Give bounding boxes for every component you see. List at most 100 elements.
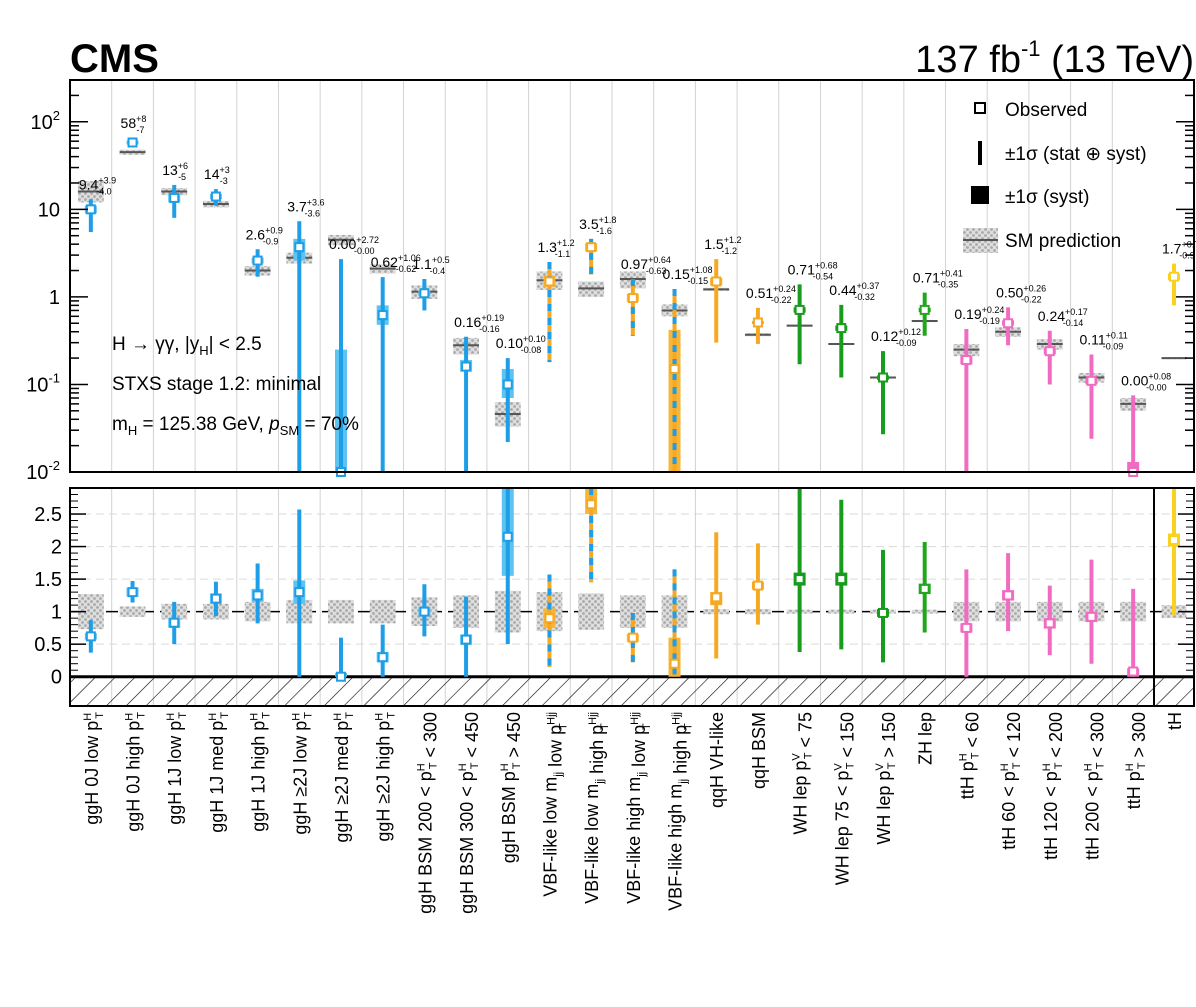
ratio-observed-marker xyxy=(919,583,930,594)
ratio-y-tick-label: 0 xyxy=(51,667,62,689)
annotation-selection: H → γγ, |yH| < 2.5 xyxy=(112,334,262,358)
observed-marker xyxy=(377,310,388,321)
category-label: ggH BSM 200 < pHT < 300 xyxy=(415,712,440,914)
observed-marker xyxy=(794,304,805,315)
observed-marker xyxy=(669,364,680,375)
category-label: ggH BSM 300 < pHT < 450 xyxy=(457,712,482,914)
legend-total-marker xyxy=(978,141,982,165)
bin-4: 2.6+0.9 -0.9 xyxy=(244,225,283,277)
value-label: 0.00+0.08 -0.00 xyxy=(1121,371,1171,392)
ratio-panel: 0 0.5 1 1.5 2 2.5 xyxy=(34,487,1195,707)
ratio-observed-marker xyxy=(1169,535,1179,546)
top-panel-frame xyxy=(69,79,1195,473)
bin-9: 0.16+0.19 -0.16 xyxy=(453,313,504,472)
category-label: qqH BSM xyxy=(749,712,769,789)
ratio-bin-9 xyxy=(453,595,480,677)
y-tick-label: 10 xyxy=(38,199,60,221)
ratio-bin-7 xyxy=(369,599,396,677)
ratio-observed-marker xyxy=(752,580,763,591)
value-label: 0.15+1.08 -0.15 xyxy=(663,265,713,286)
ratio-observed-marker xyxy=(1086,611,1097,622)
bin-5: 3.7+3.6 -3.6 xyxy=(286,197,325,472)
category-labels: ggH 0J low pHT ggH 0J high pHT ggH 1J low … xyxy=(82,712,1185,914)
legend-syst-label: ±1σ (syst) xyxy=(1005,187,1089,208)
observed-marker xyxy=(919,304,930,315)
value-label: 0.51+0.24 -0.22 xyxy=(746,284,796,305)
ratio-observed-marker xyxy=(836,574,847,585)
observed-marker xyxy=(1003,318,1014,329)
category-label: WH lep pVT > 150 xyxy=(874,712,899,845)
ratio-observed-marker xyxy=(961,622,972,633)
category-label: ggH 1J high pHT xyxy=(249,712,273,832)
bin-15: 1.5+1.2 -1.2 xyxy=(703,235,741,343)
ratio-observed-marker xyxy=(1003,590,1014,601)
ratio-bin-12 xyxy=(578,488,605,630)
ratio-bin-4 xyxy=(244,563,271,624)
observed-marker xyxy=(461,361,472,372)
ratio-bin-5 xyxy=(286,509,313,677)
y-tick-label: 10-1 xyxy=(26,370,60,396)
ratio-bin-22 xyxy=(995,553,1022,632)
value-label: 9.4+3.9 -4.0 xyxy=(79,175,116,196)
bin-12: 3.5+1.8 -1.6 xyxy=(578,215,616,297)
ratio-observed-marker xyxy=(252,590,263,601)
ratio-observed-marker xyxy=(586,499,597,510)
ratio-bin-2 xyxy=(161,601,188,645)
value-label: 0.00+2.72 -0.00 xyxy=(329,235,379,256)
ratio-panel-frame xyxy=(69,487,1195,707)
value-label: 0.71+0.68 -0.54 xyxy=(788,260,838,281)
bin-18: 0.44+0.37 -0.32 xyxy=(828,281,879,378)
bin-6: 0.00+2.72 -0.00 xyxy=(328,234,379,477)
observed-marker xyxy=(169,192,180,203)
legend-sm-label: SM prediction xyxy=(1005,231,1121,252)
observed-marker xyxy=(1169,271,1179,282)
category-label: ZH lep xyxy=(916,712,936,765)
ratio-bin-20 xyxy=(911,542,938,633)
category-label: ggH ≥2J high pHT xyxy=(374,712,398,842)
value-label: 0.19+0.24 -0.19 xyxy=(954,305,1004,326)
observed-marker xyxy=(502,379,513,390)
category-label: qqH VH-like xyxy=(707,712,727,808)
value-label: 1.3+1.2 -1.1 xyxy=(537,238,574,259)
category-label: ggH 1J low pHT xyxy=(165,712,189,825)
value-label: 0.50+0.26 -0.22 xyxy=(996,283,1046,304)
value-label: 0.11+0.11 -0.09 xyxy=(1079,330,1127,351)
bin-14: 0.15+1.08 -0.15 xyxy=(661,265,713,472)
ratio-sm-band xyxy=(369,599,396,624)
bin-21: 0.19+0.24 -0.19 xyxy=(953,305,1004,472)
bin-19: 0.12+0.12 -0.09 xyxy=(870,327,921,435)
ratio-observed-marker xyxy=(669,658,680,669)
observed-marker xyxy=(544,276,555,287)
experiment-label: CMS xyxy=(70,37,159,81)
analysis-annotations: H → γγ, |yH| < 2.5 STXS stage 1.2: minim… xyxy=(112,334,359,438)
observed-marker xyxy=(586,242,597,253)
observed-marker xyxy=(210,191,221,202)
bin-3: 14+3 -3 xyxy=(202,165,230,208)
value-label: 0.71+0.41 -0.35 xyxy=(913,269,963,290)
value-label: 0.16+0.19 -0.16 xyxy=(454,313,504,334)
y-tick-label: 1 xyxy=(49,287,60,309)
ratio-y-tick-label: 2 xyxy=(51,537,62,559)
ratio-observed-marker xyxy=(502,531,513,542)
observed-marker xyxy=(252,255,263,266)
value-label: 1.7+0.7-0.9 xyxy=(1162,240,1196,261)
ratio-bin-16 xyxy=(744,543,771,625)
bin-13: 0.97+0.64 -0.63 xyxy=(619,255,671,336)
value-label: 13+6 -5 xyxy=(162,161,188,182)
category-label: ggH 0J high pHT xyxy=(124,712,148,832)
value-label: 0.24+0.17 -0.14 xyxy=(1038,307,1088,328)
legend-total-label: ±1σ (stat ⊕ syst) xyxy=(1005,144,1147,165)
ratio-observed-marker xyxy=(878,607,888,618)
ratio-bin-10 xyxy=(494,488,521,645)
ratio-observed-marker xyxy=(85,631,96,642)
bin-11: 1.3+1.2 -1.1 xyxy=(536,238,575,363)
legend-observed-label: Observed xyxy=(1005,100,1087,121)
legend-syst-marker xyxy=(971,186,989,204)
value-label: 0.97+0.64 -0.63 xyxy=(621,255,671,276)
value-label: 1.5+1.2 -1.2 xyxy=(704,235,741,256)
category-label: ttH pHT < 60 xyxy=(957,712,982,799)
ratio-observed-marker xyxy=(336,671,346,682)
ratio-observed-marker xyxy=(544,613,555,624)
